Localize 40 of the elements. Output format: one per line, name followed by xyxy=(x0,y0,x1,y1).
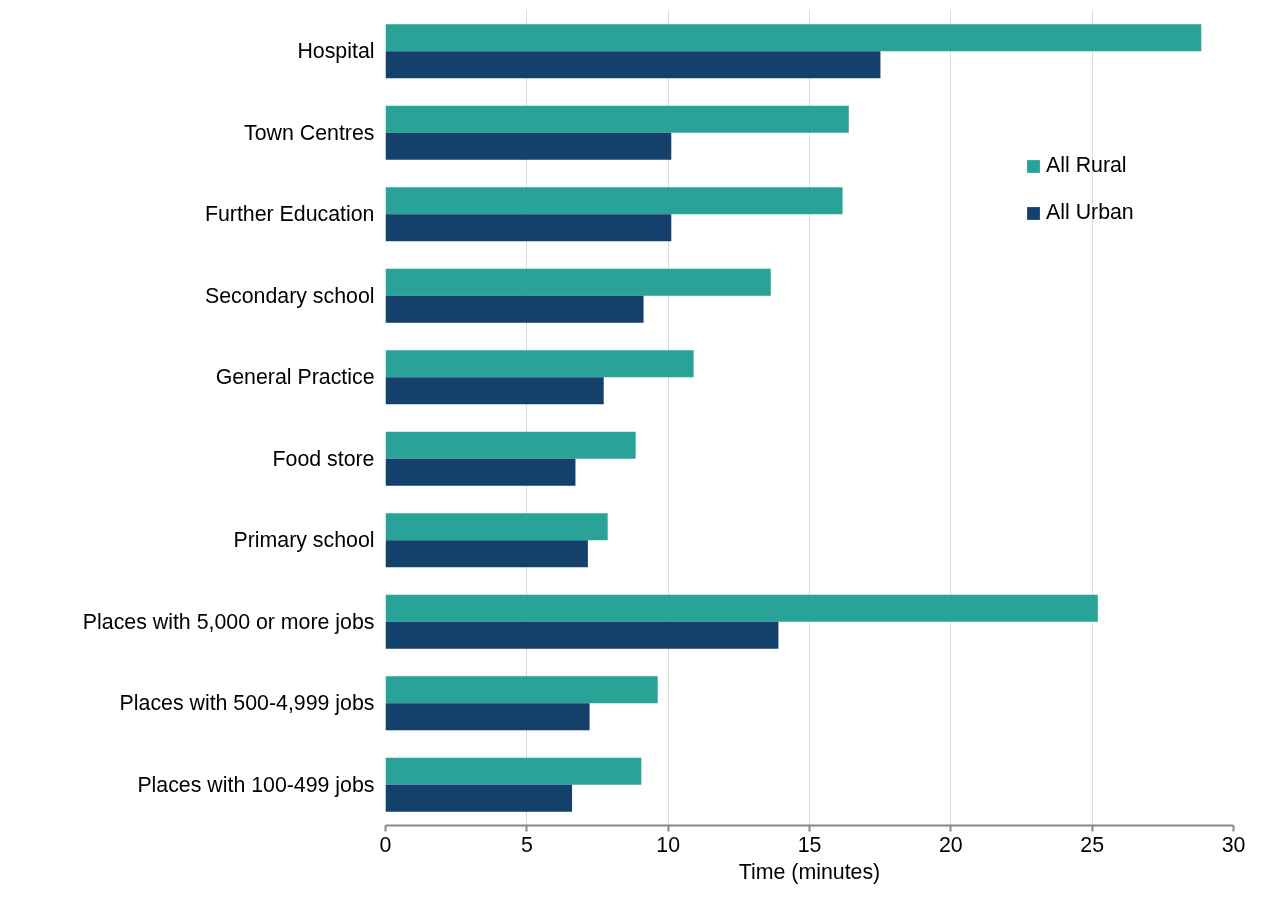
x-tick-label: 0 xyxy=(379,832,392,857)
x-tick-label: 10 xyxy=(656,832,681,857)
y-tick-label: Hospital xyxy=(297,39,375,64)
x-tick-label: 25 xyxy=(1080,832,1105,857)
bar xyxy=(385,621,779,649)
x-tick-label: 5 xyxy=(520,832,533,857)
bar xyxy=(385,377,604,405)
y-tick-label: Further Education xyxy=(204,202,375,227)
bar xyxy=(385,431,636,459)
y-tick-label: General Practice xyxy=(215,365,375,390)
y-tick-label: Secondary school xyxy=(204,283,375,308)
bar xyxy=(385,24,1202,52)
bar xyxy=(385,105,849,133)
x-axis-title: Time (minutes) xyxy=(738,859,881,884)
y-tick-label: Primary school xyxy=(233,528,375,553)
bar xyxy=(385,350,694,378)
legend-label: All Rural xyxy=(1046,153,1127,178)
legend-label: All Urban xyxy=(1046,200,1134,225)
y-tick-label: Places with 5,000 or more jobs xyxy=(82,609,375,634)
bar xyxy=(385,187,843,215)
bar xyxy=(385,268,771,296)
y-tick-label: Places with 500-4,999 jobs xyxy=(119,691,375,716)
y-tick-label: Food store xyxy=(272,446,375,471)
bar xyxy=(385,784,573,812)
bar xyxy=(385,757,642,785)
x-tick-label: 30 xyxy=(1221,832,1246,857)
x-tick-label: 20 xyxy=(938,832,963,857)
bar xyxy=(385,676,658,704)
bar xyxy=(385,295,644,323)
y-tick-label: Places with 100-499 jobs xyxy=(137,772,375,797)
bar xyxy=(385,132,672,160)
bar xyxy=(385,51,881,79)
y-tick-label: Town Centres xyxy=(244,120,375,145)
bar xyxy=(385,458,576,486)
bar xyxy=(385,513,608,541)
x-tick-label: 15 xyxy=(797,832,822,857)
bar xyxy=(385,594,1098,622)
bar xyxy=(385,703,590,731)
bar xyxy=(385,540,588,568)
bar xyxy=(385,214,672,242)
